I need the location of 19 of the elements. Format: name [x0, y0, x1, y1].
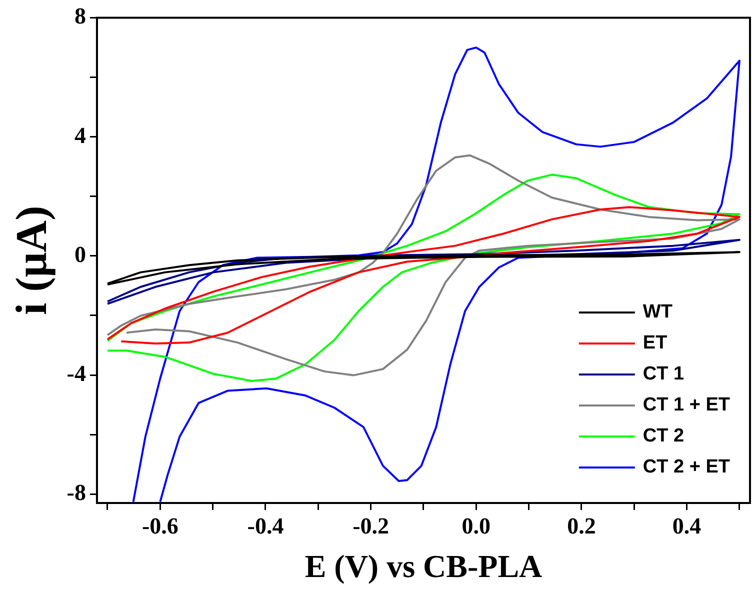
- y-tick-label: -8: [66, 480, 86, 506]
- x-tick-label: 0.0: [462, 514, 491, 539]
- y-tick-label: 8: [74, 4, 86, 29]
- x-tick-label: -0.6: [142, 514, 178, 539]
- legend-label: CT 2: [642, 426, 684, 447]
- y-axis-title: i (μA): [6, 206, 56, 316]
- legend-label: CT 2 + ET: [642, 456, 730, 478]
- y-tick-label: -4: [66, 360, 86, 386]
- legend-label: ET: [642, 332, 668, 354]
- x-axis-title: E (V) vs CB-PLA: [304, 548, 542, 584]
- x-tick-label: 0.2: [567, 514, 596, 539]
- legend-label: CT 1 + ET: [642, 394, 730, 416]
- x-tick-label: -0.2: [352, 514, 390, 539]
- x-tick-label: 0.4: [672, 514, 702, 539]
- y-tick-label: 4: [74, 122, 86, 148]
- x-tick-label: -0.4: [247, 514, 284, 539]
- y-tick-label: 0: [74, 242, 86, 267]
- legend-label: CT 1: [642, 364, 684, 385]
- legend-label: WT: [642, 302, 673, 323]
